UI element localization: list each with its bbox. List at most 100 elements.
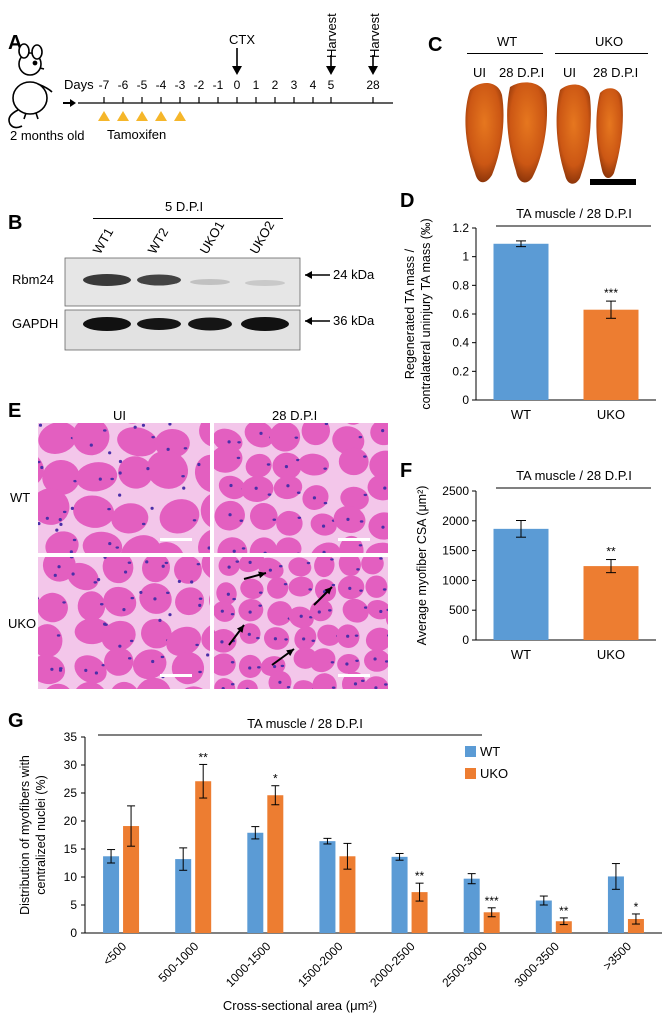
day-label: -2 (194, 78, 205, 92)
scale-bar (160, 674, 192, 677)
y-tick-label: 30 (64, 758, 78, 772)
blot-header: 5 D.P.I (165, 199, 204, 214)
bar-uko (483, 912, 500, 933)
y-tick-label: 10 (64, 870, 78, 884)
x-tick-label: 1000-1500 (223, 939, 274, 990)
y-tick-label: 0.2 (452, 364, 469, 378)
he-stain-image (38, 557, 210, 689)
group-label-uko: UKO (595, 34, 624, 49)
y-tick-label: 35 (64, 730, 78, 744)
bar-uko (339, 856, 356, 933)
tamoxifen-triangle (174, 111, 186, 121)
y-tick-label: 0 (70, 926, 77, 940)
timeline-ticks (103, 97, 374, 103)
day-label: -5 (137, 78, 148, 92)
histology-row-uko: UKO (8, 616, 37, 631)
histology-row-wt: WT (10, 490, 31, 505)
gapdh-band-wt2 (137, 318, 181, 330)
gapdh-band-uko1 (188, 317, 232, 331)
lane-label-uko2: UKO2 (247, 220, 278, 257)
western-blot: WT1 WT2 UKO1 UKO2 (64, 220, 330, 351)
histology-col-28dpi: 28 D.P.I (272, 408, 318, 423)
scale-bar (160, 538, 192, 541)
x-tick-label: UKO (597, 647, 625, 662)
panel-label-c: C (428, 34, 443, 56)
tamoxifen-triangle (98, 111, 110, 121)
y-tick-label: 1000 (442, 573, 469, 587)
age-label: 2 months old (10, 128, 85, 143)
y-tick-label: 0 (462, 393, 469, 407)
significance-mark: * (273, 772, 278, 786)
ctx-label: CTX (229, 32, 255, 47)
x-tick-label: >3500 (600, 939, 634, 973)
y-tick-label: 1500 (442, 544, 469, 558)
bar-wt (493, 243, 549, 400)
day-label: 5 (328, 78, 335, 92)
he-stain-image (214, 423, 388, 553)
ta-muscle-photo (465, 82, 636, 185)
chart-d: TA muscle / 28 D.P.I 0 0.2 0.4 0.6 0.8 1 1.2 Reg… (403, 206, 656, 422)
days-label: Days (64, 77, 94, 92)
x-tick-label: 1500-2000 (295, 939, 346, 990)
bar-wt (175, 859, 192, 933)
y-tick-label: 0 (462, 633, 469, 647)
harvest-label-day28: Harvest (367, 13, 382, 58)
significance-mark: ** (199, 750, 209, 764)
gapdh-size-arrow (305, 317, 312, 325)
significance-mark: * (634, 900, 639, 914)
x-axis-label: Cross-sectional area (μm²) (223, 998, 377, 1013)
lane-label-wt2: WT2 (145, 225, 172, 256)
y-tick-label: 1.2 (452, 221, 469, 235)
bar-uko (627, 919, 644, 933)
rbm24-band-uko1 (190, 279, 230, 285)
tamoxifen-triangle (155, 111, 167, 121)
legend-label-uko: UKO (480, 766, 508, 781)
muscle-wt-ui (465, 83, 504, 183)
bar-uko (123, 826, 140, 933)
rbm24-band-wt2 (137, 274, 181, 286)
bar-wt (607, 876, 624, 933)
day-label: 28 (366, 78, 380, 92)
panel-label-f: F (400, 460, 413, 482)
x-tick-label: 3000-3500 (511, 939, 562, 990)
he-image-uko-ui (38, 557, 210, 689)
x-tick-label: 2000-2500 (367, 939, 418, 990)
bar-wt (247, 832, 264, 933)
timeline-schematic: -7 -6 -5 -4 -3 -2 -1 0 1 2 3 4 5 28 CTX Harvest Harve… (8, 13, 393, 129)
bar-uko (195, 781, 212, 933)
legend-swatch-uko (465, 768, 476, 779)
lane-label-wt1: WT1 (90, 225, 117, 256)
muscle-uko-28dpi (596, 88, 623, 179)
he-stain-image (214, 557, 388, 689)
he-stain-image (38, 423, 210, 553)
day-label: 4 (310, 78, 317, 92)
panel-label-b: B (8, 212, 23, 234)
y-tick-label: 15 (64, 842, 78, 856)
day-label: 1 (253, 78, 260, 92)
harvest-label-day5: Harvest (324, 13, 339, 58)
size-label-24kda: 24 kDa (333, 267, 375, 282)
bar-wt (319, 841, 336, 933)
significance-mark: *** (604, 286, 618, 300)
tamoxifen-markers (98, 111, 186, 121)
x-tick-label: 500-1000 (156, 939, 202, 985)
scale-bar (338, 538, 370, 541)
tamoxifen-triangle (136, 111, 148, 121)
day-label: -4 (156, 78, 167, 92)
muscle-wt-28dpi (507, 82, 548, 183)
chart-g: TA muscle / 28 D.P.I 0 5 10 15 20 25 30 35 Distri… (18, 716, 662, 1013)
significance-mark: ** (559, 904, 569, 918)
bar-wt (493, 528, 549, 640)
x-tick-label: WT (511, 647, 531, 662)
y-tick-label: 2000 (442, 514, 469, 528)
day-label: -3 (175, 78, 186, 92)
y-axis-label: Distribution of myofibers with (18, 755, 32, 915)
he-image-wt-28dpi (214, 423, 388, 553)
y-tick-label: 1 (462, 250, 469, 264)
x-tick-label: UKO (597, 407, 625, 422)
significance-mark: ** (606, 545, 616, 559)
muscle-label-wt-28dpi: 28 D.P.I (499, 65, 545, 80)
day-label: -1 (213, 78, 224, 92)
y-tick-label: 5 (70, 898, 77, 912)
y-axis-label: centralized nuclei (%) (34, 775, 48, 895)
